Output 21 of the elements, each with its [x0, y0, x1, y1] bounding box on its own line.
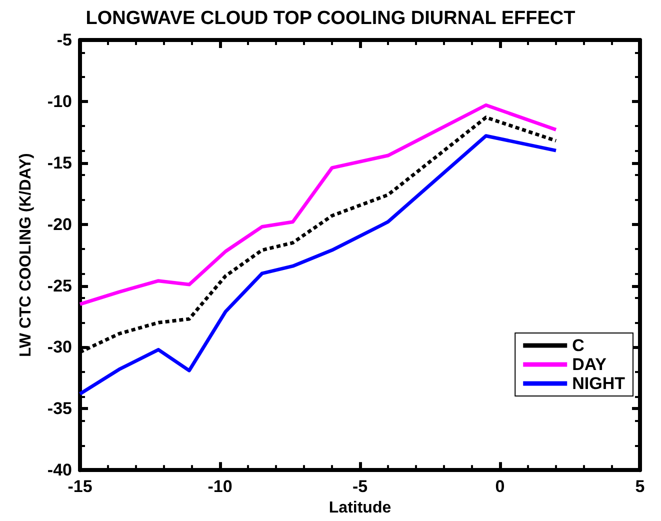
line-series — [78, 103, 558, 306]
legend-label: C — [572, 336, 584, 355]
x-tick-label: -5 — [352, 477, 368, 496]
x-axis-title: Latitude — [328, 500, 392, 516]
line-series — [78, 134, 558, 396]
y-tick-label: -25 — [47, 276, 72, 296]
x-tick-label: 0 — [495, 477, 505, 496]
y-tick-label: -20 — [47, 214, 72, 234]
y-tick-label: -15 — [47, 153, 72, 172]
y-tick-label: -40 — [47, 460, 72, 480]
y-tick-label: -30 — [47, 338, 72, 357]
y-tick-label: -10 — [47, 92, 72, 111]
y-tick-label: -35 — [47, 399, 72, 418]
x-tick-label: 5 — [635, 477, 645, 496]
y-axis-title: LW CTC COOLING (K/DAY) — [18, 153, 34, 357]
y-tick-label: -5 — [56, 30, 72, 50]
legend-label: NIGHT — [572, 374, 626, 393]
x-tick-label: -15 — [68, 477, 92, 496]
legend-label: DAY — [572, 355, 608, 374]
chart-title: LONGWAVE CLOUD TOP COOLING DIURNAL EFFECT — [86, 8, 576, 29]
x-tick-label: -10 — [208, 477, 232, 496]
